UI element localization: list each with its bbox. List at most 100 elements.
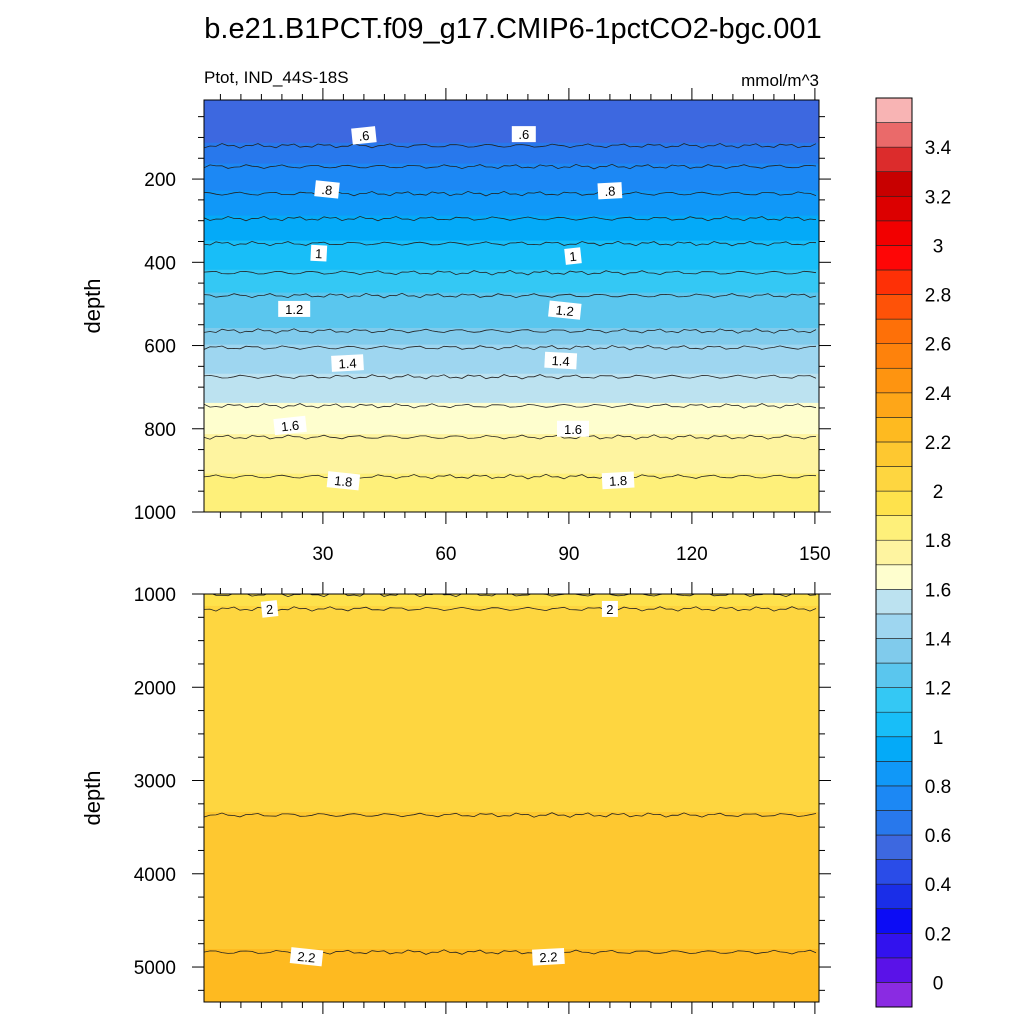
contour-label-group: 1 [564, 247, 582, 265]
contour-line [204, 190, 817, 197]
colorbar-label: 2.2 [925, 433, 951, 454]
colorbar-box [875, 343, 913, 369]
colorbar: 0 0.2 0.4 0.6 0.8 1 1.2 1.4 1.6 1.8 2 2.2 2.4 2.6 2.8 3… [875, 97, 952, 1008]
x-tick-label: 90 [558, 544, 579, 565]
contour-label-group: 1.6 [273, 415, 307, 436]
contour-label: .6 [358, 128, 370, 144]
y-tick-label: 400 [144, 253, 176, 274]
colorbar-label: 1.4 [925, 629, 952, 650]
x-tick-label: 120 [676, 544, 708, 565]
y-tick-label: 800 [144, 420, 176, 441]
contour-label-box [273, 415, 307, 436]
contour-line [204, 143, 817, 149]
contour-label: .8 [321, 182, 333, 198]
contour-label-box [511, 126, 536, 143]
contour-label: 1.4 [551, 353, 570, 369]
contour-label: 1.8 [334, 473, 354, 490]
contour-line [204, 374, 817, 380]
contour-label: 2 [606, 602, 613, 617]
colorbar-box [875, 810, 913, 836]
chart-title: b.e21.B1PCT.f09_g17.CMIP6-1pctCO2-bgc.00… [204, 13, 821, 45]
colorbar-box [875, 908, 913, 934]
panel-lower: 2 2 2.2 2.2 1000 2000 3000 4000 5000 [134, 582, 831, 1014]
y-tick-label: 2000 [134, 678, 176, 699]
colorbar-box [875, 392, 913, 418]
contour-label-box [310, 244, 328, 262]
contour-label-box [289, 947, 324, 967]
colorbar-label: 2 [933, 482, 944, 503]
colorbar-box [875, 859, 913, 885]
colorbar-box [875, 662, 913, 688]
colorbar-box [875, 171, 913, 197]
x-tick-label: 150 [799, 544, 831, 565]
contour-label-group: 1.2 [278, 300, 311, 317]
contour-label-box [532, 947, 565, 966]
contour-label: 1.6 [280, 418, 300, 435]
y-tick-label: 3000 [134, 772, 176, 793]
colorbar-box [875, 490, 913, 516]
colorbar-box [875, 97, 913, 123]
contour-label: 2.2 [297, 949, 317, 966]
colorbar-box [875, 834, 913, 860]
colorbar-box [875, 220, 913, 246]
contour-label: 1.4 [338, 356, 357, 372]
contour-line [204, 606, 817, 612]
contour-label-box [326, 471, 361, 491]
contour-band [204, 100, 819, 149]
colorbar-box [875, 466, 913, 492]
contour-label-group: 1 [310, 244, 328, 262]
contour-label: .6 [518, 127, 529, 142]
contour-label-box [260, 600, 279, 618]
contour-label-group: 2 [260, 600, 279, 618]
contour-label-group: 2.2 [289, 947, 324, 967]
x-tick-label: 30 [312, 544, 333, 565]
colorbar-box [875, 711, 913, 738]
y-axis-label-upper: depth [80, 278, 105, 333]
contour-label: 1.2 [555, 302, 575, 319]
y-axis-label-lower: depth [80, 770, 105, 825]
colorbar-box [875, 736, 913, 762]
y-tick-label: 600 [144, 337, 176, 358]
colorbar-label: 0.6 [925, 826, 951, 847]
contour-line [211, 594, 817, 598]
contour-label-box [548, 300, 582, 320]
colorbar-box [875, 613, 913, 639]
contour-label-group: .8 [597, 182, 623, 200]
contour-line [204, 344, 817, 351]
y-tick-label: 5000 [134, 958, 176, 979]
colorbar-label: 0.8 [925, 777, 951, 798]
colorbar-box [875, 195, 913, 222]
y-tick-label: 1000 [134, 503, 176, 524]
contour-label: 1.6 [564, 422, 582, 437]
contour-label-group: .6 [351, 126, 377, 145]
contour-label: 1 [315, 246, 323, 261]
contour-label-box [564, 247, 582, 265]
colorbar-box [875, 417, 913, 443]
contour-label-box [331, 354, 364, 372]
colorbar-box [875, 367, 913, 394]
panel-subtitle-left: Ptot, IND_44S-18S [204, 68, 349, 87]
contour-label-box [601, 471, 635, 490]
contour-band [204, 434, 819, 480]
colorbar-box [875, 638, 913, 664]
colorbar-label: 1.8 [925, 531, 951, 552]
colorbar-label: 3 [933, 236, 944, 257]
colorbar-box [875, 564, 913, 590]
contour-label: 1.2 [285, 302, 303, 317]
contour-band [204, 812, 819, 956]
contour-label-box [278, 300, 311, 317]
contour-label: .8 [604, 183, 616, 199]
contour-label-group: 1.4 [544, 351, 578, 370]
colorbar-box [875, 932, 913, 959]
contour-line [204, 292, 817, 299]
contour-line [204, 328, 817, 334]
colorbar-label: 0.2 [925, 924, 951, 945]
colorbar-box [875, 982, 913, 1008]
y-tick-label: 200 [144, 170, 176, 191]
panel-frame [203, 99, 820, 513]
contour-line [204, 403, 817, 409]
contour-band [204, 473, 819, 512]
contour-line [204, 215, 817, 222]
contour-label-group: 2.2 [532, 947, 565, 966]
